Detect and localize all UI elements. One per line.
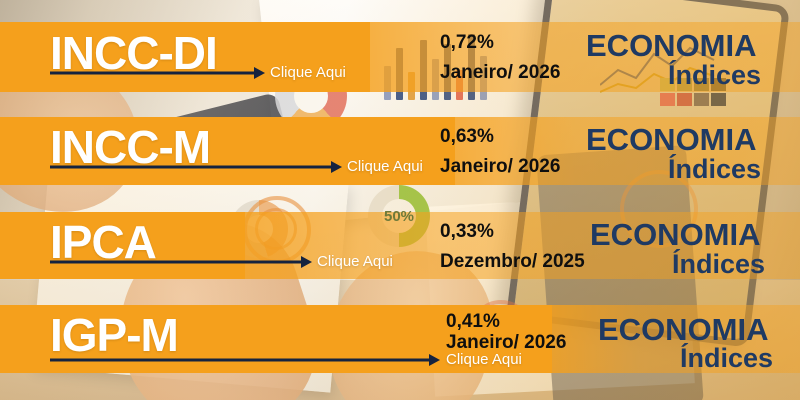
arrow-head-icon bbox=[331, 161, 342, 173]
index-period: Janeiro/ 2026 bbox=[446, 332, 567, 353]
brand-subtitle: Índices bbox=[672, 249, 766, 279]
brand-title: ECONOMIA bbox=[586, 28, 757, 63]
brand-subtitle: Índices bbox=[668, 154, 762, 184]
row-band-fade bbox=[455, 117, 800, 185]
brand-title: ECONOMIA bbox=[586, 122, 757, 157]
row-band-solid bbox=[0, 305, 552, 373]
row-band-solid bbox=[0, 22, 370, 92]
arrow-head-icon bbox=[429, 354, 440, 366]
arrow-line bbox=[50, 358, 429, 362]
cta-arrow[interactable] bbox=[50, 353, 440, 367]
cta-arrow[interactable] bbox=[50, 66, 265, 80]
index-name: IGP-M bbox=[50, 309, 179, 361]
index-period: Janeiro/ 2026 bbox=[440, 62, 561, 83]
arrow-head-icon bbox=[254, 67, 265, 79]
row-band-solid bbox=[0, 117, 455, 185]
index-row-igp-m[interactable]: IGP-M Clique Aqui 0,41% Janeiro/ 2026 EC… bbox=[0, 305, 800, 373]
cta-label[interactable]: Clique Aqui bbox=[317, 253, 393, 270]
arrow-head-icon bbox=[301, 256, 312, 268]
index-row-incc-di[interactable]: INCC-DI Clique Aqui 0,72% Janeiro/ 2026 … bbox=[0, 22, 800, 92]
index-value: 0,41% bbox=[446, 311, 500, 332]
index-value: 0,63% bbox=[440, 126, 494, 147]
cta-arrow[interactable] bbox=[50, 160, 342, 174]
cta-label[interactable]: Clique Aqui bbox=[347, 158, 423, 175]
index-name: IPCA bbox=[50, 216, 157, 268]
brand-subtitle: Índices bbox=[680, 343, 774, 373]
brand-title: ECONOMIA bbox=[590, 217, 761, 252]
brand-subtitle: Índices bbox=[668, 60, 762, 90]
index-row-incc-m[interactable]: INCC-M Clique Aqui 0,63% Janeiro/ 2026 E… bbox=[0, 117, 800, 185]
row-band-fade bbox=[552, 305, 800, 373]
index-period: Dezembro/ 2025 bbox=[440, 251, 585, 272]
arrow-line bbox=[50, 260, 301, 264]
row-band-fade bbox=[245, 212, 800, 279]
arrow-line bbox=[50, 71, 254, 75]
index-row-ipca[interactable]: IPCA Clique Aqui 0,33% Dezembro/ 2025 EC… bbox=[0, 212, 800, 279]
index-value: 0,72% bbox=[440, 32, 494, 53]
brand-title: ECONOMIA bbox=[598, 312, 769, 347]
index-name: INCC-M bbox=[50, 121, 211, 173]
row-band-solid bbox=[0, 212, 245, 279]
cta-label[interactable]: Clique Aqui bbox=[446, 351, 522, 368]
index-name: INCC-DI bbox=[50, 27, 218, 79]
arrow-line bbox=[50, 165, 331, 169]
cta-label[interactable]: Clique Aqui bbox=[270, 64, 346, 81]
index-period: Janeiro/ 2026 bbox=[440, 156, 561, 177]
row-band-fade bbox=[370, 22, 800, 92]
index-value: 0,33% bbox=[440, 221, 494, 242]
cta-arrow[interactable] bbox=[50, 255, 312, 269]
progress-50-label: 50% bbox=[383, 207, 415, 225]
